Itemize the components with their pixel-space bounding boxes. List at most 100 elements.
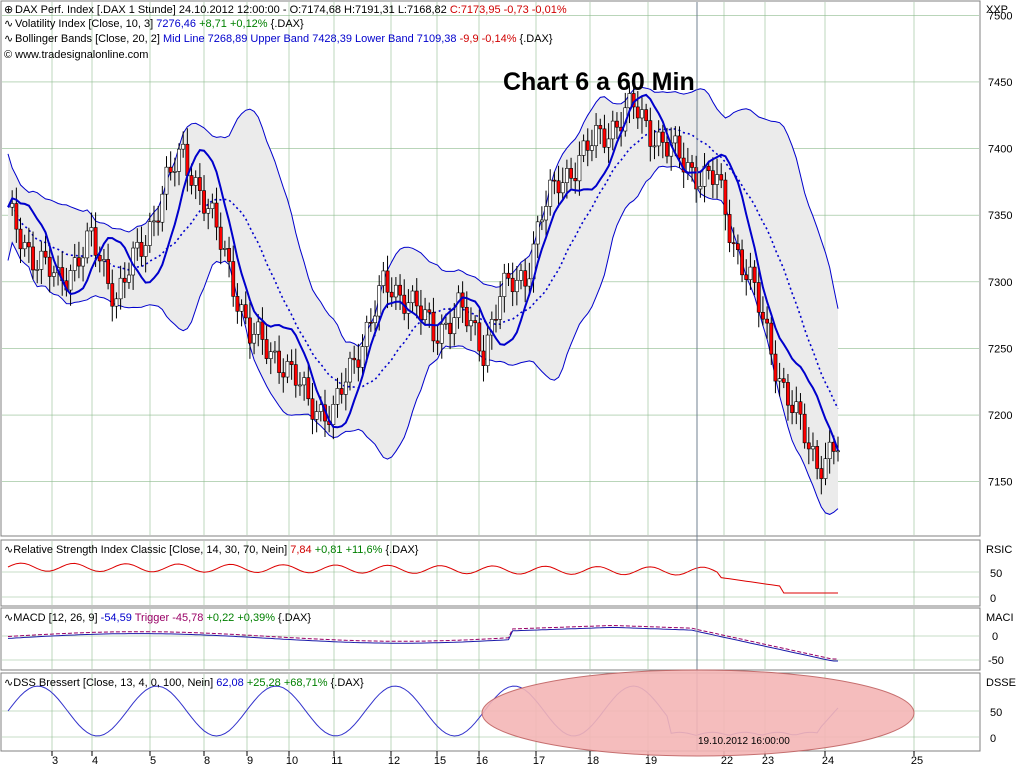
candle-body-down bbox=[523, 270, 528, 287]
bb-src: {.DAX} bbox=[520, 33, 553, 45]
bb-values: Mid Line 7268,89 Upper Band 7428,39 Lowe… bbox=[163, 33, 457, 45]
candle-body-down bbox=[389, 291, 394, 298]
candle-body-up bbox=[331, 404, 336, 426]
candle-body-down bbox=[710, 170, 715, 185]
candle-body-down bbox=[214, 202, 219, 228]
candle-body-up bbox=[118, 277, 123, 300]
price-tick-label: 7350 bbox=[988, 210, 1012, 222]
dss-cursor-label: 19.10.2012 16:00:00 bbox=[698, 736, 790, 747]
candle-body-up bbox=[252, 333, 256, 344]
candle-body-up bbox=[423, 309, 427, 320]
candle-body-up bbox=[560, 182, 565, 194]
candle-body-up bbox=[514, 279, 519, 293]
date-tick-label: 17 bbox=[533, 755, 545, 767]
candle-body-up bbox=[35, 269, 40, 271]
candle-body-down bbox=[139, 241, 144, 257]
candle-body-up bbox=[147, 221, 152, 246]
candle-body-down bbox=[356, 359, 361, 368]
macd-axis-caption: MACI bbox=[986, 612, 1014, 624]
candle-body-up bbox=[539, 219, 544, 223]
candle-body-up bbox=[193, 177, 198, 186]
candle-body-down bbox=[815, 446, 820, 469]
dax-close: C:7173,95 -0,73 -0,01% bbox=[450, 4, 567, 16]
copyright-text: © www.tradesignalonline.com bbox=[4, 49, 148, 61]
candle-body-up bbox=[748, 266, 753, 280]
candle-body-up bbox=[564, 168, 569, 183]
price-tick-label: 7150 bbox=[988, 477, 1012, 489]
legend-icon-bb: ∿ bbox=[4, 33, 13, 45]
candle-body-up bbox=[502, 272, 507, 297]
candle-body-up bbox=[698, 186, 703, 190]
candle-body-up bbox=[777, 378, 782, 382]
candle-body-up bbox=[581, 140, 586, 156]
macd-trigger: Trigger -45,78 bbox=[135, 612, 204, 624]
candle-body-up bbox=[343, 381, 348, 395]
candle-body-up bbox=[22, 242, 27, 250]
candle-body-up bbox=[823, 458, 828, 479]
date-tick-label: 3 bbox=[52, 755, 58, 767]
date-tick-label: 12 bbox=[388, 755, 400, 767]
candle-body-up bbox=[364, 321, 369, 347]
candle-body-down bbox=[18, 228, 23, 250]
candle-body-up bbox=[519, 270, 523, 281]
candle-body-down bbox=[752, 266, 757, 283]
date-tick-label: 24 bbox=[822, 755, 834, 767]
candle-body-down bbox=[448, 322, 453, 335]
candle-body-down bbox=[339, 388, 344, 395]
candle-body-down bbox=[77, 257, 81, 267]
candle-body-down bbox=[168, 166, 173, 173]
price-tick-label: 7200 bbox=[988, 410, 1012, 422]
rsi-change: +0,81 +11,6% bbox=[315, 544, 383, 556]
rsi-axis-caption: RSIC bbox=[986, 544, 1012, 556]
candle-body-up bbox=[85, 230, 90, 259]
volatility-index-line bbox=[7, 93, 839, 451]
candle-body-down bbox=[398, 284, 402, 296]
candle-body-down bbox=[786, 382, 790, 406]
candle-body-up bbox=[268, 351, 273, 359]
macd-line bbox=[7, 626, 838, 662]
candle-body-down bbox=[26, 242, 31, 248]
candle-body-down bbox=[585, 140, 590, 151]
candle-body-down bbox=[264, 339, 269, 359]
price-tick-label: 7500 bbox=[988, 10, 1012, 22]
date-tick-label: 22 bbox=[721, 755, 733, 767]
candle-body-up bbox=[485, 334, 490, 366]
candle-body-down bbox=[293, 364, 298, 386]
candle-body-down bbox=[419, 305, 423, 320]
candle-body-down bbox=[735, 243, 740, 251]
rsi-series bbox=[7, 562, 838, 594]
candle-body-up bbox=[318, 404, 323, 412]
candle-body-up bbox=[256, 321, 261, 335]
candle-body-up bbox=[590, 145, 594, 151]
candle-body-down bbox=[552, 179, 557, 182]
candle-body-down bbox=[694, 167, 699, 190]
candle-body-down bbox=[235, 296, 240, 312]
macd-legend: ∿MACD [12, 26, 9] -54,59 Trigger -45,78 … bbox=[4, 612, 1014, 667]
candle-body-down bbox=[189, 175, 194, 186]
candle-body-down bbox=[731, 242, 736, 245]
candle-body-down bbox=[790, 404, 795, 413]
candle-body-down bbox=[435, 340, 440, 344]
candle-body-down bbox=[43, 250, 48, 258]
vol-change: +8,71 +0,12% bbox=[199, 18, 268, 30]
dss-legend: ∿DSS Bressert [Close, 13, 4, 0, 100, Nei… bbox=[4, 677, 1016, 747]
candle-body-down bbox=[635, 106, 640, 119]
candle-body-down bbox=[781, 378, 786, 383]
candle-body-up bbox=[652, 145, 657, 148]
svg-text:Bollinger Bands [Close, 20, 2]: Bollinger Bands [Close, 20, 2] Mid Line … bbox=[15, 33, 553, 45]
chart-big-title: Chart 6 a 60 Min bbox=[503, 68, 695, 96]
date-tick-label: 9 bbox=[247, 755, 253, 767]
candle-body-up bbox=[527, 278, 532, 287]
bollinger-lower-band bbox=[7, 165, 839, 515]
candle-body-up bbox=[673, 135, 678, 144]
macd-trigger-line bbox=[7, 624, 838, 660]
candle-body-up bbox=[381, 270, 386, 286]
bb-change: -9,9 -0,14% bbox=[460, 33, 517, 45]
candle-body-up bbox=[127, 274, 131, 283]
candle-body-up bbox=[172, 171, 177, 173]
candle-body-down bbox=[761, 311, 765, 320]
candle-body-up bbox=[164, 166, 169, 195]
candle-body-down bbox=[602, 128, 607, 148]
